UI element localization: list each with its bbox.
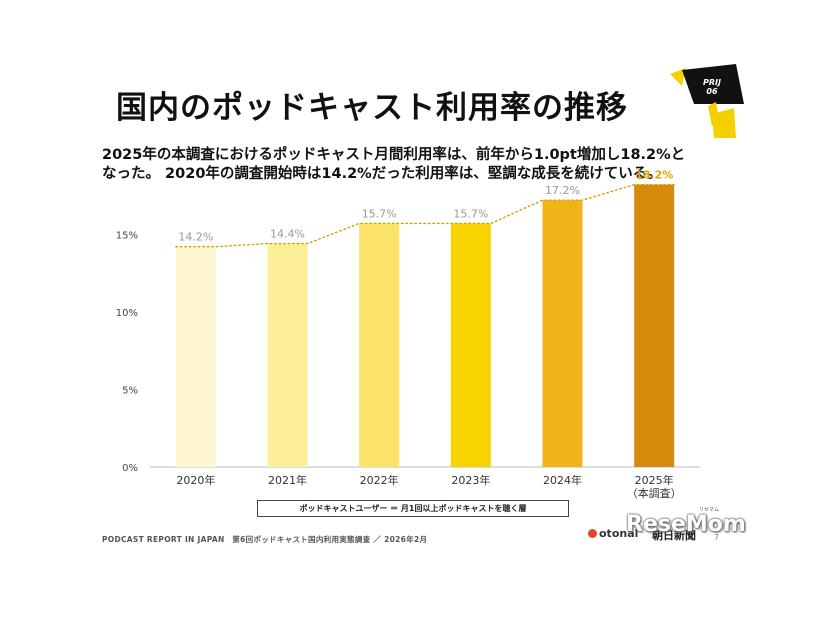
footer-source: PODCAST REPORT IN JAPAN 第6回ポッドキャスト国内利用実態… (102, 535, 428, 544)
bar (359, 223, 400, 467)
data-label: 18.2% (635, 169, 673, 182)
resemom-watermark-ruby: リセマム (699, 507, 720, 513)
bar (450, 223, 491, 467)
x-tick-label: 2020年 (176, 473, 215, 487)
badge-line-1: PRIJ (703, 78, 721, 87)
data-label: 14.2% (178, 231, 213, 244)
prij-badge-icon (670, 64, 744, 138)
x-tick-label: 2024年 (543, 473, 582, 487)
lead-text: 2025年の本調査におけるポッドキャスト月間利用率は、前年から1.0pt増加し1… (102, 146, 742, 184)
bar (267, 243, 308, 467)
lead-line-1: 2025年の本調査におけるポッドキャスト月間利用率は、前年から1.0pt増加し1… (102, 147, 686, 163)
bar (634, 184, 675, 467)
page-number: 7 (714, 533, 720, 542)
legend-definition: ポッドキャストユーザー ＝ 月1回以上ポッドキャストを聴く層 (257, 500, 569, 517)
badge-label: PRIJ 06 (692, 78, 732, 96)
y-tick-label: 0% (122, 463, 138, 474)
data-label: 15.7% (453, 207, 488, 220)
resemom-watermark: ResеMom (626, 512, 746, 537)
bar (175, 246, 216, 467)
x-tick-label: （本調査） (627, 486, 682, 500)
data-label: 15.7% (362, 207, 397, 220)
data-label: 17.2% (545, 184, 580, 197)
y-tick-label: 15% (116, 230, 138, 241)
otonal-logo-text: otonal (599, 527, 639, 540)
y-tick-label: 5% (122, 385, 138, 396)
badge-line-2: 06 (706, 87, 718, 96)
x-tick-label: 2025年 (635, 473, 674, 487)
x-tick-label: 2022年 (360, 473, 399, 487)
bar (542, 200, 583, 467)
asahi-logo: 朝日新聞 (652, 529, 696, 542)
y-tick-label: 10% (116, 308, 138, 319)
otonal-logo: otonal (588, 527, 638, 540)
x-tick-label: 2023年 (451, 473, 490, 487)
otonal-dot-icon (588, 529, 597, 538)
lead-line-2: なった。 2020年の調査開始時は14.2%だった利用率は、堅調な成長を続けてい… (102, 166, 662, 182)
page-title: 国内のポッドキャスト利用率の推移 (116, 90, 628, 126)
trend-line (175, 183, 675, 248)
data-label: 14.4% (270, 228, 305, 241)
x-tick-label: 2021年 (268, 473, 307, 487)
